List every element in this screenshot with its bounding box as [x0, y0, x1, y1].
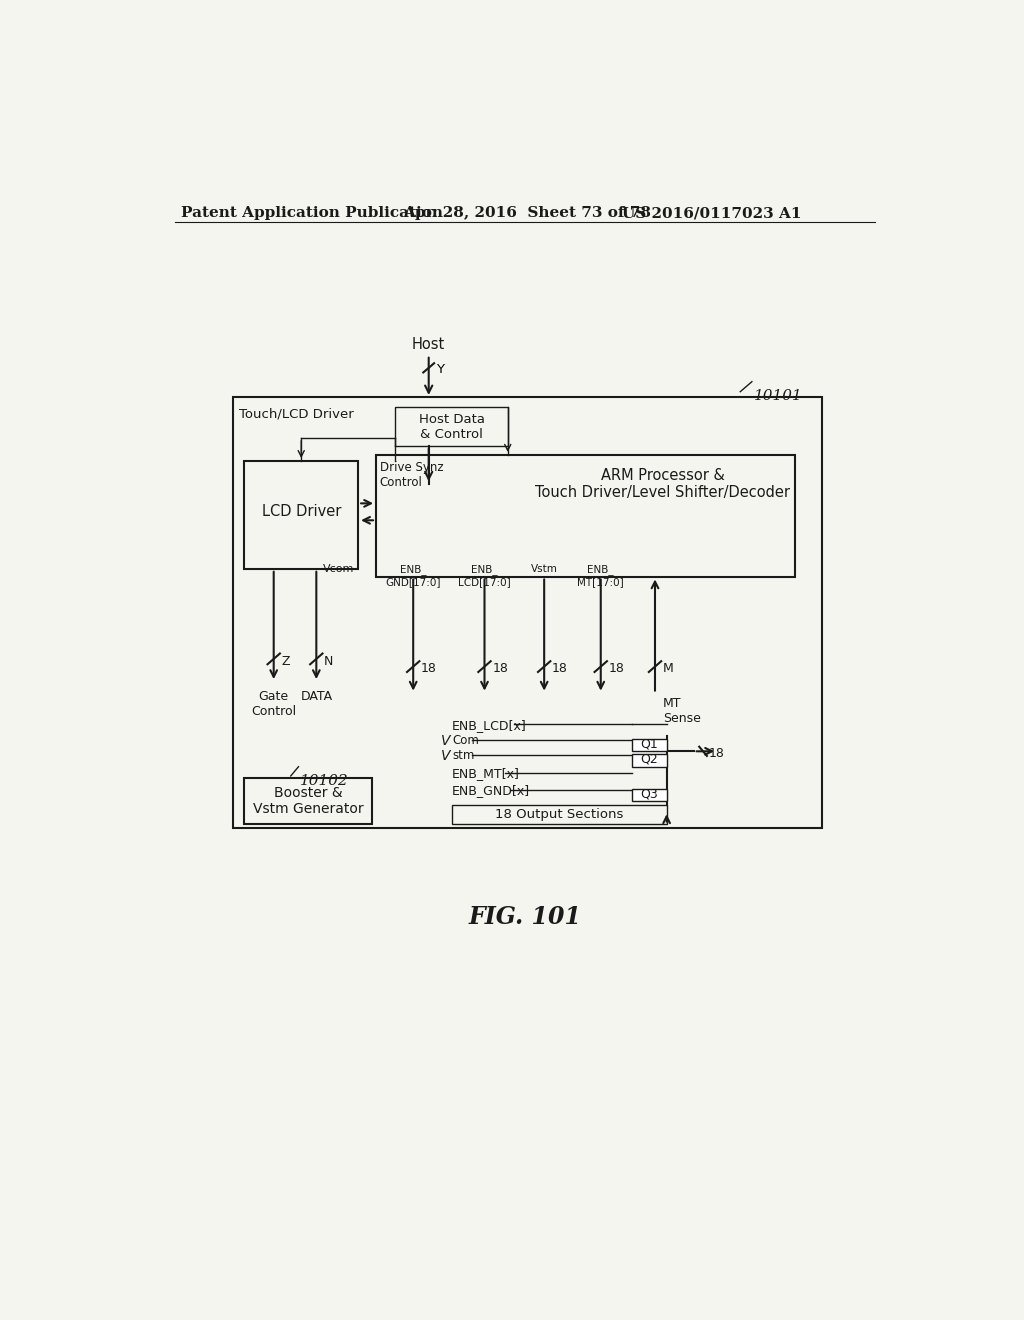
Text: 18: 18	[608, 663, 625, 676]
Text: stm: stm	[452, 750, 474, 763]
Text: 18: 18	[421, 663, 437, 676]
Text: MT
Sense: MT Sense	[663, 697, 700, 726]
Text: Patent Application Publication: Patent Application Publication	[180, 206, 442, 220]
Text: Touch/LCD Driver: Touch/LCD Driver	[239, 408, 353, 421]
Text: ENB_MT[x]: ENB_MT[x]	[452, 767, 520, 780]
Text: US 2016/0117023 A1: US 2016/0117023 A1	[623, 206, 802, 220]
Text: FIG. 101: FIG. 101	[468, 906, 582, 929]
Text: 10101: 10101	[755, 389, 803, 404]
Text: Drive Synz
Control: Drive Synz Control	[380, 461, 443, 488]
Text: 18: 18	[709, 747, 724, 760]
Text: Z: Z	[282, 655, 290, 668]
Bar	[245, 779, 372, 825]
Bar	[245, 461, 358, 569]
Bar	[452, 805, 667, 825]
Text: ARM Processor &
Touch Driver/Level Shifter/Decoder: ARM Processor & Touch Driver/Level Shift…	[536, 467, 791, 500]
Text: Gate
Control: Gate Control	[251, 689, 296, 718]
Text: ENB_
LCD[17:0]: ENB_ LCD[17:0]	[458, 564, 511, 586]
Text: Q1: Q1	[640, 737, 658, 750]
Text: 18 Output Sections: 18 Output Sections	[495, 808, 624, 821]
Text: Vstm: Vstm	[530, 564, 558, 574]
Text: Apr. 28, 2016  Sheet 73 of 78: Apr. 28, 2016 Sheet 73 of 78	[403, 206, 651, 220]
Text: N: N	[324, 655, 334, 668]
Text: ENB_LCD[x]: ENB_LCD[x]	[452, 718, 526, 731]
Text: ENB_GND[x]: ENB_GND[x]	[452, 784, 530, 797]
Bar	[232, 397, 821, 829]
Text: DATA: DATA	[300, 689, 333, 702]
Text: Q2: Q2	[640, 752, 658, 766]
Text: ENB_
GND[17:0]: ENB_ GND[17:0]	[385, 564, 441, 586]
Bar	[376, 455, 795, 577]
Text: ENB_
MT[17:0]: ENB_ MT[17:0]	[578, 564, 624, 586]
Bar	[632, 789, 667, 801]
Text: Vcom: Vcom	[323, 564, 354, 574]
Text: Host: Host	[412, 337, 445, 352]
Text: 18: 18	[552, 663, 567, 676]
Text: Host Data
& Control: Host Data & Control	[419, 413, 484, 441]
Text: LCD Driver: LCD Driver	[261, 503, 341, 519]
Text: Com: Com	[452, 734, 479, 747]
Text: Booster &
Vstm Generator: Booster & Vstm Generator	[253, 787, 364, 817]
Text: V: V	[441, 748, 451, 763]
Bar	[395, 407, 508, 446]
Text: 18: 18	[493, 663, 508, 676]
Text: V: V	[441, 734, 451, 747]
Text: Q3: Q3	[640, 787, 658, 800]
Bar	[632, 755, 667, 767]
Text: Y: Y	[435, 363, 443, 376]
Text: M: M	[663, 663, 674, 676]
Bar	[632, 739, 667, 751]
Text: 10102: 10102	[300, 774, 349, 788]
